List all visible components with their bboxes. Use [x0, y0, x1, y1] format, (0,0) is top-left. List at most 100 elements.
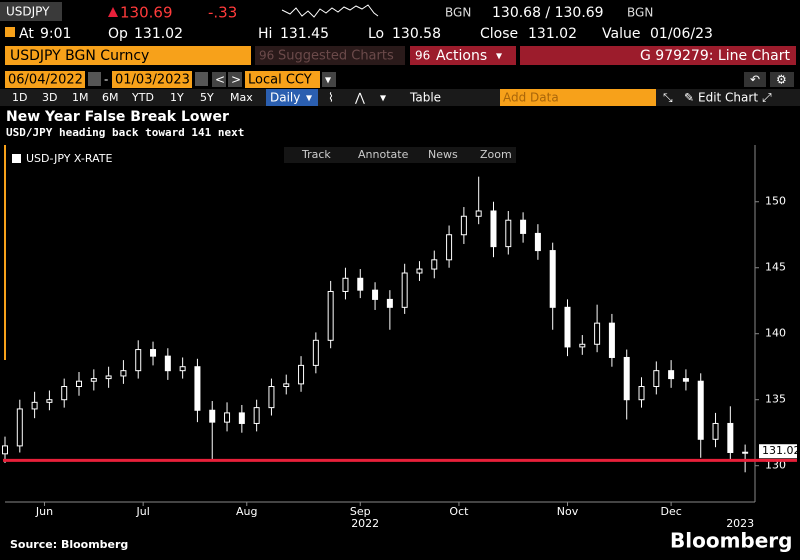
candle-body — [164, 355, 171, 372]
end-date-input[interactable] — [112, 71, 192, 88]
field-label: Op — [108, 26, 128, 42]
candle-body — [742, 451, 749, 454]
candle-body — [209, 409, 216, 423]
candle-body — [312, 339, 319, 366]
period-button[interactable]: 6M — [102, 91, 119, 104]
change: -.33 — [208, 4, 237, 22]
table-button[interactable]: Table — [409, 91, 441, 105]
suggested-charts: Suggested Charts — [278, 49, 394, 64]
candle-body — [253, 407, 260, 424]
candle-body — [668, 370, 675, 380]
field-value: 131.02 — [528, 26, 577, 42]
prev-icon: < — [215, 73, 225, 87]
field-label: Value — [602, 26, 640, 42]
candle-body — [697, 380, 704, 440]
tool-button[interactable]: Zoom — [480, 148, 512, 161]
bid-ask: 130.68 / 130.69 — [492, 5, 604, 21]
currency: Local CCY — [248, 73, 312, 88]
ticker-box — [0, 2, 62, 21]
tool-button[interactable]: News — [428, 148, 458, 161]
ticker: USDJPY — [6, 5, 50, 19]
period-button[interactable]: 1Y — [170, 91, 184, 104]
y-tick-label: 140 — [765, 327, 786, 340]
period-button[interactable]: 1D — [12, 91, 27, 104]
field-value: 130.58 — [392, 26, 441, 42]
candle-body — [194, 366, 201, 411]
candle-body — [283, 383, 290, 388]
last-price-tag — [759, 444, 797, 459]
field-label: Hi — [258, 26, 272, 42]
calendar-icon[interactable] — [88, 72, 101, 86]
suggested-button[interactable] — [255, 46, 405, 65]
period-button[interactable]: 3D — [42, 91, 57, 104]
settings-button[interactable] — [770, 72, 794, 87]
tool-button[interactable]: Track — [301, 148, 331, 161]
candle-body — [579, 343, 586, 348]
candle-body — [549, 250, 556, 308]
next-button[interactable] — [228, 72, 242, 87]
security: USDJPY BGN Curncy — [10, 48, 149, 64]
candle-body — [2, 445, 8, 455]
prev-button[interactable] — [212, 72, 226, 87]
x-tick-label: Sep — [350, 505, 371, 518]
chart-id-bar — [520, 46, 796, 65]
dropdown-arrow: ▾ — [496, 49, 502, 63]
candle-body — [31, 401, 38, 410]
undo-icon: ↶ — [750, 73, 760, 87]
x-tick-label: Aug — [236, 505, 257, 518]
dropdown-arrow: ▾ — [380, 91, 386, 105]
x-tick-label: Nov — [557, 505, 579, 518]
period-button[interactable]: YTD — [131, 91, 154, 104]
candle-body — [120, 370, 127, 377]
field-label: At — [19, 26, 34, 42]
chart-icon[interactable]: ⋀ — [354, 91, 365, 105]
actions: Actions — [436, 48, 487, 64]
candle-body — [224, 412, 231, 423]
expand-icon[interactable]: ⤡ — [663, 91, 673, 105]
candle-body — [61, 386, 68, 401]
currency-dropdown[interactable] — [322, 72, 336, 87]
candle-body — [460, 215, 467, 236]
undo-button[interactable] — [744, 72, 766, 87]
add-data-input[interactable] — [500, 89, 656, 106]
candle-body — [505, 219, 512, 248]
tool-button[interactable]: Annotate — [358, 148, 409, 161]
left-indicator — [4, 145, 6, 360]
x-tick-label: Oct — [449, 505, 469, 518]
candle-body — [653, 370, 660, 388]
candle-body — [386, 298, 393, 308]
start-date-input[interactable] — [5, 71, 85, 88]
candle-body — [179, 366, 186, 372]
frequency-select[interactable] — [266, 89, 318, 106]
fullscreen-icon[interactable]: ⤢ — [761, 91, 772, 105]
security-bar[interactable] — [5, 46, 251, 65]
candle-body — [105, 375, 112, 380]
field-label: Lo — [368, 26, 384, 42]
sparkline — [281, 4, 379, 18]
period-button[interactable]: 1M — [72, 91, 89, 104]
y-tick-label: 145 — [765, 261, 786, 274]
candle-body — [342, 277, 349, 292]
candle-body — [135, 349, 142, 372]
add-data: Add Data — [503, 91, 559, 105]
calendar-icon[interactable] — [195, 72, 208, 86]
currency-select[interactable] — [245, 71, 320, 88]
candle-body — [268, 386, 275, 409]
candle-body — [76, 380, 83, 388]
frequency: Daily — [270, 91, 300, 105]
candle-body — [623, 356, 630, 401]
actions-button[interactable] — [410, 46, 516, 65]
edit-chart[interactable]: Edit Chart — [698, 91, 758, 105]
period-button[interactable]: Max — [230, 91, 253, 104]
candle-body — [534, 232, 541, 252]
candle-body — [490, 210, 497, 248]
chart-title: New Year False Break Lower — [6, 109, 229, 125]
line-icon[interactable]: ⌇ — [328, 91, 334, 105]
candle-body — [446, 234, 453, 261]
period-button[interactable]: 5Y — [200, 91, 214, 104]
chart-subtitle: USD/JPY heading back toward 141 next — [6, 126, 244, 139]
candle-body — [682, 378, 689, 382]
candle-body — [327, 290, 334, 341]
field-value: 131.02 — [134, 26, 183, 42]
candle-body — [372, 289, 379, 300]
